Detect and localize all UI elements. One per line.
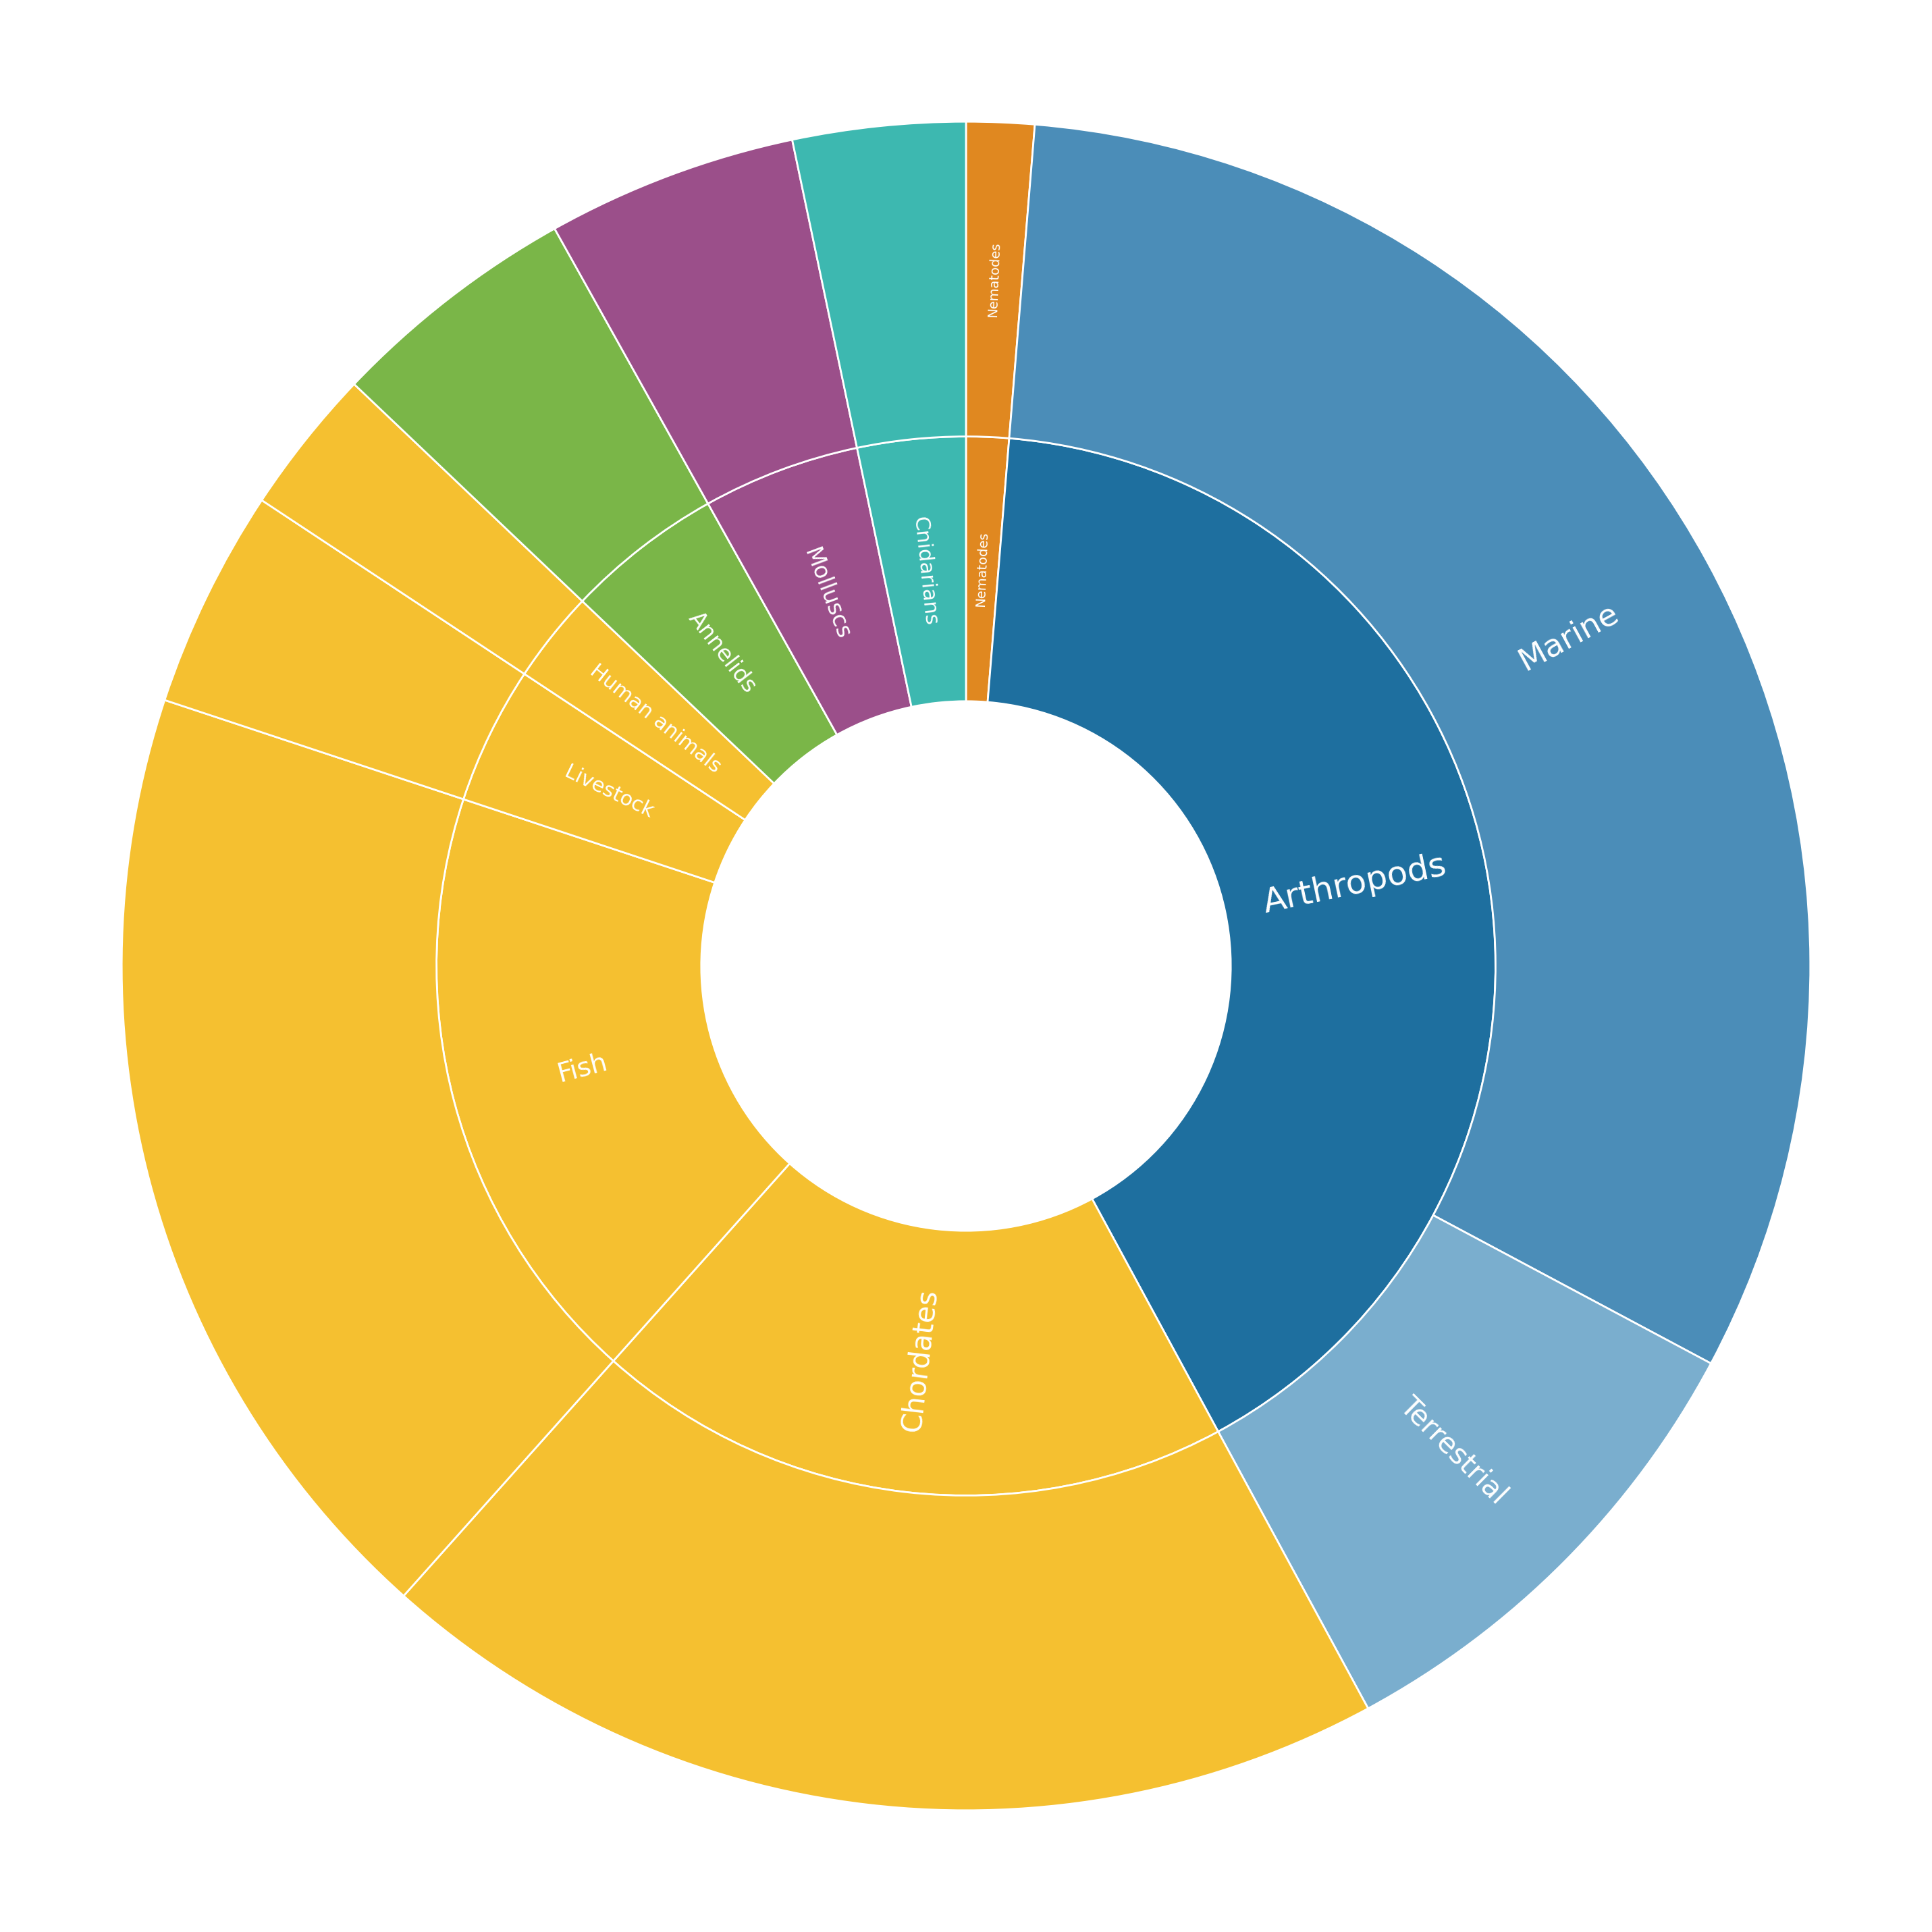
Text: Cnidarians: Cnidarians (910, 516, 941, 626)
Text: Livestock: Livestock (560, 763, 657, 823)
Wedge shape (464, 674, 746, 883)
Wedge shape (354, 228, 707, 601)
Wedge shape (122, 699, 612, 1596)
Text: Marine: Marine (1515, 597, 1625, 676)
Text: Nematodes: Nematodes (985, 242, 1003, 317)
Wedge shape (554, 139, 858, 504)
Wedge shape (164, 500, 524, 800)
Wedge shape (792, 122, 966, 448)
Text: Chordates: Chordates (898, 1287, 943, 1434)
Wedge shape (612, 1163, 1219, 1495)
Text: Molluscs: Molluscs (800, 545, 854, 643)
Text: Human animals: Human animals (585, 661, 724, 777)
Wedge shape (1009, 124, 1810, 1364)
Wedge shape (966, 122, 1036, 439)
Wedge shape (966, 437, 1009, 701)
Text: Annelids: Annelids (684, 607, 761, 697)
Text: Arthropods: Arthropods (1260, 850, 1449, 920)
Wedge shape (707, 448, 912, 734)
Wedge shape (404, 1360, 1368, 1810)
Wedge shape (437, 800, 790, 1360)
Wedge shape (858, 437, 966, 707)
Text: Nematodes: Nematodes (974, 531, 991, 607)
Wedge shape (582, 504, 837, 784)
Wedge shape (1219, 1215, 1712, 1708)
Text: Terrestrial: Terrestrial (1395, 1391, 1513, 1509)
Wedge shape (987, 439, 1495, 1432)
Text: Fish: Fish (554, 1049, 611, 1088)
Circle shape (701, 701, 1231, 1231)
Wedge shape (524, 601, 775, 819)
Wedge shape (261, 384, 582, 674)
